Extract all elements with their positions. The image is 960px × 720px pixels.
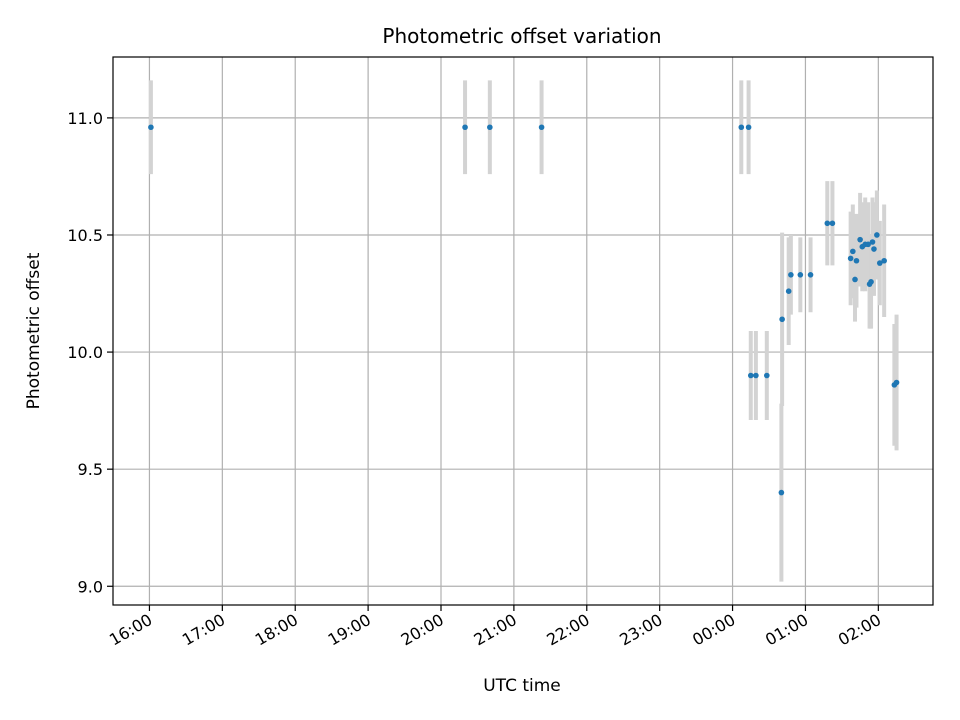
data-points <box>148 124 900 496</box>
x-axis-label: UTC time <box>483 676 561 696</box>
chart-title: Photometric offset variation <box>382 24 661 48</box>
x-tick-label: 21:00 <box>470 610 519 650</box>
data-point <box>738 124 745 131</box>
data-point <box>148 124 154 131</box>
plot-frame <box>112 56 934 606</box>
data-point <box>868 279 874 285</box>
grid <box>113 57 933 605</box>
x-tick-label: 17:00 <box>179 610 228 650</box>
x-tick-label: 23:00 <box>616 610 665 650</box>
x-tick-label: 01:00 <box>762 610 811 650</box>
data-point <box>462 124 468 131</box>
data-point <box>487 124 493 131</box>
data-point <box>764 372 770 379</box>
x-tick-label: 02:00 <box>835 610 884 650</box>
y-tick-label: 10.0 <box>67 343 103 362</box>
x-axis-ticks: 16:00 17:00 18:00 19:00 20:00 21:00 22:00 23:00… <box>106 605 884 650</box>
y-tick-label: 10.5 <box>67 226 103 245</box>
data-point <box>788 271 794 278</box>
x-tick-label: 16:00 <box>106 610 155 650</box>
data-point <box>778 489 785 496</box>
data-point <box>847 255 854 262</box>
error-bars <box>148 80 899 582</box>
x-tick-label: 22:00 <box>543 610 592 650</box>
data-point <box>779 316 785 323</box>
y-tick-label: 11.0 <box>67 109 103 128</box>
data-point <box>745 124 752 131</box>
data-point <box>850 248 856 255</box>
data-point <box>874 232 880 238</box>
data-point <box>857 236 863 243</box>
data-point <box>852 276 858 283</box>
x-tick-label: 00:00 <box>689 610 738 650</box>
data-point <box>829 220 836 227</box>
data-point <box>797 271 804 278</box>
data-point <box>753 372 759 379</box>
data-point <box>893 379 900 386</box>
data-point <box>747 372 754 379</box>
data-point <box>807 271 814 278</box>
x-tick-label: 20:00 <box>398 610 447 650</box>
y-axis-ticks: 9.0 9.5 10.0 10.5 11.0 <box>67 109 113 596</box>
data-point <box>853 257 860 264</box>
x-tick-label: 19:00 <box>325 610 374 650</box>
data-point <box>876 260 883 266</box>
data-point <box>824 220 831 227</box>
data-point <box>785 288 792 294</box>
y-tick-label: 9.0 <box>78 577 103 596</box>
data-point <box>881 257 887 264</box>
y-axis-label: Photometric offset <box>24 252 44 409</box>
data-point <box>538 124 545 131</box>
y-tick-label: 9.5 <box>78 460 103 479</box>
data-point <box>865 241 871 248</box>
data-point <box>871 246 877 252</box>
data-point <box>869 239 876 245</box>
x-tick-label: 18:00 <box>252 610 301 650</box>
